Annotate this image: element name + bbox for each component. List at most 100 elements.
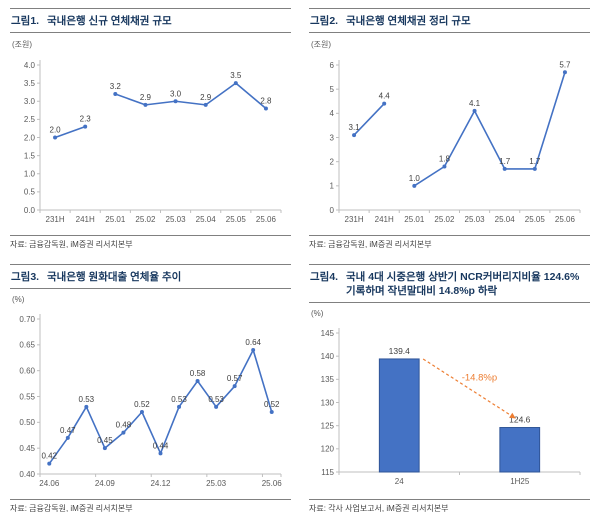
svg-text:0.44: 0.44 [153, 442, 169, 451]
svg-text:5.7: 5.7 [559, 60, 571, 69]
line-chart-resolved-delinquent-bonds: 0 1 2 3 4 5 6 231H 241H 25.01 25.02 25.03 25.04 25.05… [330, 60, 581, 224]
svg-text:4.0: 4.0 [24, 61, 36, 70]
line-chart-won-loan-delinquency-rate: 0.40 0.45 0.50 0.55 0.60 0.65 0.70 24.06 24.09 24… [19, 314, 283, 488]
svg-text:25.01: 25.01 [105, 215, 126, 224]
figure4-y-axis-unit-label: (%) [311, 309, 324, 319]
line-chart-new-delinquent-bonds: 0.0 0.5 1.0 1.5 2.0 2.5 3.0 3.5 4.0 231H 241H 25.01… [24, 60, 282, 224]
figure-panel-1: 그림1. 국내은행 신규 연체채권 규모 (조원) 0.0 0.5 1.0 1.5 2.… [10, 8, 291, 250]
svg-text:0.42: 0.42 [41, 452, 57, 461]
svg-text:4.1: 4.1 [469, 99, 481, 108]
svg-text:120: 120 [321, 445, 335, 454]
figure1-chart-area: (조원) 0.0 0.5 1.0 1.5 2.0 2.5 3.0 3.5 4.0 231H 241H… [10, 33, 291, 227]
figure2-y-axis-unit-label: (조원) [311, 40, 332, 50]
svg-text:24.06: 24.06 [39, 479, 60, 488]
svg-text:2.8: 2.8 [260, 97, 272, 106]
svg-text:3.5: 3.5 [230, 71, 242, 80]
figure4-title-text: 국내 4대 시중은행 상반기 NCR커버리지비율 124.6% 기록하며 작년말… [346, 271, 580, 298]
svg-text:1.0: 1.0 [409, 174, 421, 183]
svg-text:2.9: 2.9 [200, 93, 212, 102]
svg-text:3.0: 3.0 [24, 97, 36, 106]
svg-text:1H25: 1H25 [510, 477, 530, 486]
svg-text:0.58: 0.58 [190, 369, 206, 378]
figure-panel-4: 그림4. 국내 4대 시중은행 상반기 NCR커버리지비율 124.6% 기록하… [309, 264, 590, 514]
svg-text:1.5: 1.5 [24, 152, 36, 161]
svg-text:25.03: 25.03 [465, 215, 486, 224]
figure3-y-axis-unit-label: (%) [12, 295, 25, 305]
svg-text:24.09: 24.09 [95, 479, 116, 488]
svg-text:0.45: 0.45 [19, 444, 35, 453]
svg-text:25.04: 25.04 [495, 215, 516, 224]
figure-grid: 그림1. 국내은행 신규 연체채권 규모 (조원) 0.0 0.5 1.0 1.5 2.… [10, 8, 590, 514]
svg-text:25.03: 25.03 [206, 479, 227, 488]
svg-text:1.7: 1.7 [499, 157, 511, 166]
svg-text:3.0: 3.0 [170, 89, 182, 98]
svg-text:0.53: 0.53 [171, 395, 187, 404]
svg-text:0.5: 0.5 [24, 188, 36, 197]
figure3-number: 그림3. [11, 271, 40, 283]
svg-text:25.03: 25.03 [166, 215, 187, 224]
svg-text:4.4: 4.4 [379, 92, 391, 101]
svg-text:125: 125 [321, 422, 335, 431]
svg-text:4: 4 [330, 109, 335, 118]
svg-text:-14.8%p: -14.8%p [462, 373, 497, 384]
svg-text:0.50: 0.50 [19, 418, 35, 427]
svg-text:25.06: 25.06 [555, 215, 576, 224]
svg-text:0.55: 0.55 [19, 392, 35, 401]
svg-text:1.8: 1.8 [439, 155, 451, 164]
svg-text:25.06: 25.06 [256, 215, 277, 224]
svg-text:2.5: 2.5 [24, 115, 36, 124]
figure3-source-note: 자료: 금융감독원, iM증권 리서치본부 [10, 499, 291, 514]
svg-text:130: 130 [321, 399, 335, 408]
figure3-chart-area: (%) 0.40 0.45 0.50 0.55 0.60 0.65 0.70 24.06 24.… [10, 289, 291, 491]
svg-text:0.52: 0.52 [264, 400, 280, 409]
figure4-number: 그림4. [310, 271, 339, 283]
svg-text:25.05: 25.05 [226, 215, 247, 224]
figure2-chart-area: (조원) 0 1 2 3 4 5 6 231H 241H 25.01 25.02 25.03 25.04… [309, 33, 590, 227]
svg-text:2.9: 2.9 [140, 93, 152, 102]
svg-text:2.3: 2.3 [80, 115, 92, 124]
svg-text:0.48: 0.48 [116, 421, 132, 430]
figure1-source-note: 자료: 금융감독원, iM증권 리서치본부 [10, 235, 291, 250]
svg-text:25.05: 25.05 [525, 215, 546, 224]
svg-text:1.0: 1.0 [24, 170, 36, 179]
svg-text:140: 140 [321, 352, 335, 361]
svg-text:0.47: 0.47 [60, 426, 76, 435]
svg-text:0.60: 0.60 [19, 367, 35, 376]
figure3-title: 그림3. 국내은행 원화대출 연체율 추이 [10, 264, 291, 290]
svg-text:25.01: 25.01 [404, 215, 425, 224]
figure2-title-text: 국내은행 연체채권 정리 규모 [346, 15, 471, 27]
svg-text:241H: 241H [76, 215, 95, 224]
svg-text:3: 3 [330, 133, 335, 142]
svg-text:0.52: 0.52 [134, 400, 150, 409]
figure1-y-axis-unit-label: (조원) [12, 40, 33, 50]
svg-text:3.5: 3.5 [24, 79, 36, 88]
svg-text:0.0: 0.0 [24, 206, 36, 215]
svg-text:5: 5 [330, 85, 335, 94]
figure-panel-3: 그림3. 국내은행 원화대출 연체율 추이 (%) 0.40 0.45 0.50 0.… [10, 264, 291, 514]
svg-text:25.06: 25.06 [262, 479, 283, 488]
svg-text:2.0: 2.0 [24, 133, 36, 142]
figure4-source-note: 자료: 각사 사업보고서, iM증권 리서치본부 [309, 499, 590, 514]
svg-text:115: 115 [321, 468, 334, 477]
svg-text:124.6: 124.6 [509, 415, 531, 425]
svg-text:25.02: 25.02 [135, 215, 156, 224]
svg-text:145: 145 [321, 329, 335, 338]
svg-text:24: 24 [395, 477, 404, 486]
svg-text:2: 2 [330, 158, 335, 167]
figure1-number: 그림1. [11, 15, 40, 27]
figure2-source-note: 자료: 금융감독원, iM증권 리서치본부 [309, 235, 590, 250]
svg-text:0.57: 0.57 [227, 374, 243, 383]
svg-text:3.2: 3.2 [110, 82, 122, 91]
figure2-number: 그림2. [310, 15, 339, 27]
svg-text:25.02: 25.02 [434, 215, 455, 224]
svg-text:0.70: 0.70 [19, 315, 35, 324]
svg-text:0.53: 0.53 [208, 395, 224, 404]
svg-text:0: 0 [330, 206, 335, 215]
figure4-title: 그림4. 국내 4대 시중은행 상반기 NCR커버리지비율 124.6% 기록하… [309, 264, 590, 304]
svg-text:25.04: 25.04 [196, 215, 217, 224]
svg-text:135: 135 [321, 375, 335, 384]
svg-text:3.1: 3.1 [349, 123, 361, 132]
svg-text:6: 6 [330, 61, 335, 70]
svg-text:0.45: 0.45 [97, 436, 113, 445]
